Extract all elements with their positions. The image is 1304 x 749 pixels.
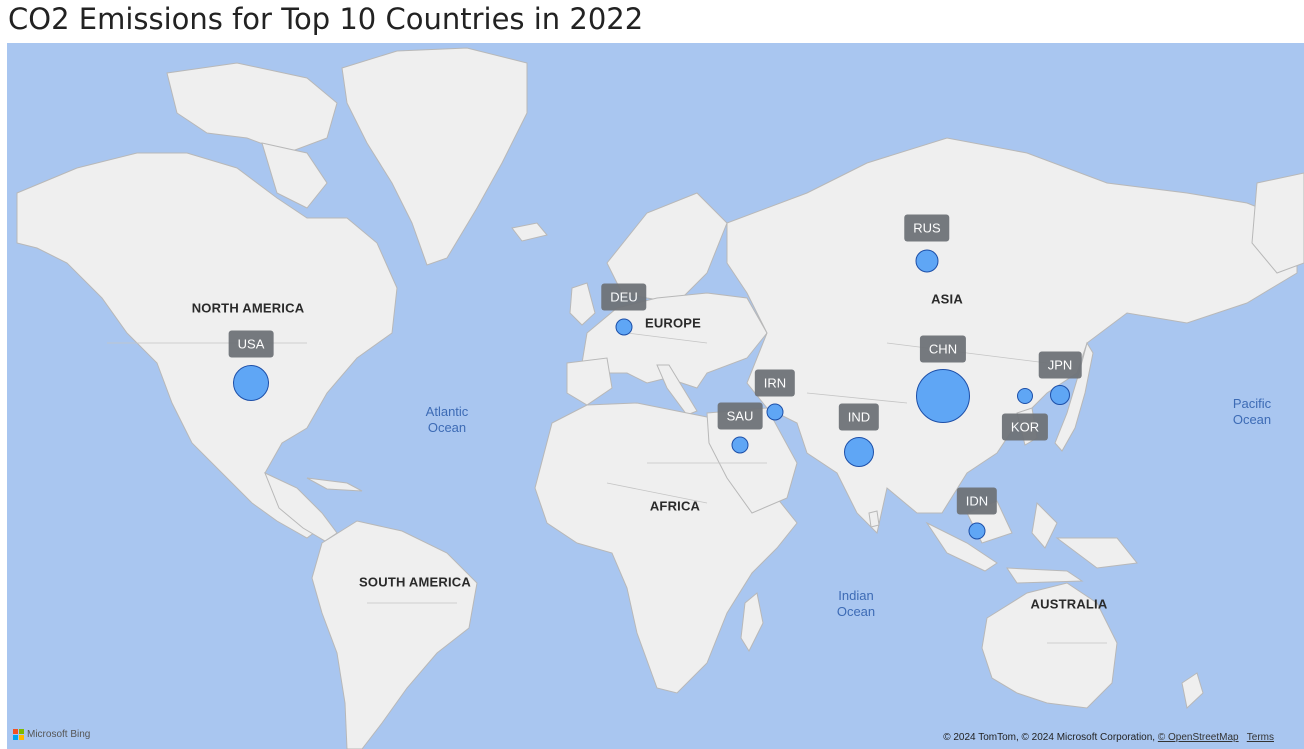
ocean-label-pacific: Pacific Ocean	[1233, 396, 1271, 428]
country-tag-idn: IDN	[956, 487, 998, 515]
microsoft-logo-icon	[13, 729, 24, 740]
ocean-label-indian-line1: Indian	[838, 588, 874, 603]
region-label-europe: EUROPE	[644, 315, 702, 331]
country-tag-jpn: JPN	[1038, 351, 1082, 379]
world-basemap	[7, 43, 1304, 749]
country-tag-chn: CHN	[919, 335, 967, 363]
bubble-irn[interactable]	[766, 403, 784, 421]
country-tag-usa: USA	[228, 330, 274, 358]
region-label-south-america: SOUTH AMERICA	[359, 574, 471, 590]
chart-title: CO2 Emissions for Top 10 Countries in 20…	[8, 2, 644, 36]
ocean-label-indian: Indian Ocean	[837, 588, 875, 620]
country-tag-sau: SAU	[717, 402, 763, 430]
bubble-usa[interactable]	[233, 365, 269, 401]
terms-link[interactable]: Terms	[1246, 732, 1274, 743]
bubble-idn[interactable]	[968, 522, 986, 540]
ocean-label-pacific-line2: Ocean	[1232, 412, 1272, 427]
ocean-label-indian-line2: Ocean	[836, 604, 876, 619]
bubble-jpn[interactable]	[1050, 385, 1070, 405]
country-tag-rus: RUS	[904, 214, 950, 242]
bubble-rus[interactable]	[915, 249, 939, 273]
region-label-africa: AFRICA	[649, 498, 701, 514]
map-canvas[interactable]: NORTH AMERICA SOUTH AMERICA EUROPE AFRIC…	[7, 43, 1304, 749]
country-tag-ind: IND	[838, 403, 880, 431]
ocean-label-atlantic-line1: Atlantic	[425, 404, 469, 419]
country-tag-deu: DEU	[601, 283, 647, 311]
bubble-chn[interactable]	[916, 369, 970, 423]
ocean-label-atlantic-line2: Ocean	[427, 420, 467, 435]
bubble-kor[interactable]	[1017, 388, 1033, 404]
region-label-asia: ASIA	[931, 291, 963, 307]
map-attribution: © 2024 TomTom, © 2024 Microsoft Corporat…	[943, 732, 1274, 743]
bubble-sau[interactable]	[731, 436, 749, 454]
region-label-north-america: NORTH AMERICA	[191, 300, 305, 316]
bubble-deu[interactable]	[615, 318, 633, 336]
country-tag-irn: IRN	[754, 369, 796, 397]
bubble-ind[interactable]	[844, 437, 874, 467]
ocean-label-atlantic: Atlantic Ocean	[426, 404, 469, 436]
country-tag-kor: KOR	[1001, 413, 1049, 441]
copyright-text: © 2024 TomTom, © 2024 Microsoft Corporat…	[943, 732, 1156, 743]
bing-logo: Microsoft Bing	[13, 729, 90, 740]
ocean-label-pacific-line1: Pacific	[1232, 396, 1272, 411]
region-label-australia: AUSTRALIA	[1030, 596, 1108, 612]
openstreetmap-link[interactable]: © OpenStreetMap	[1157, 732, 1239, 743]
bing-label: Microsoft Bing	[27, 729, 91, 740]
